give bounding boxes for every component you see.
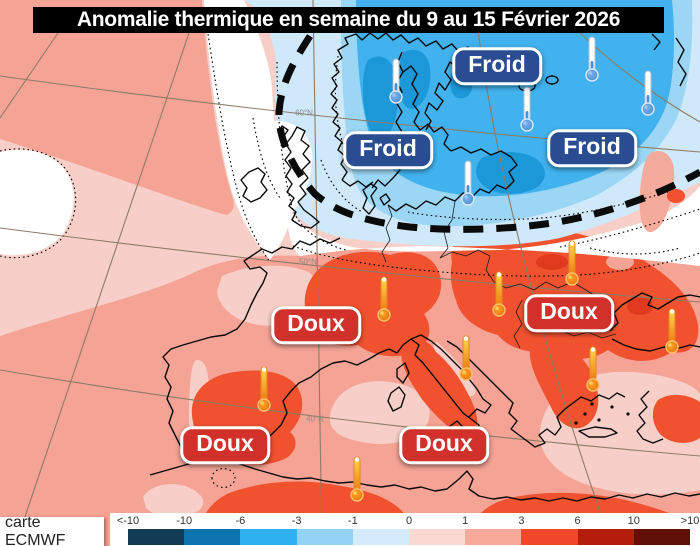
aegean-islands (574, 402, 630, 425)
map-label-froid: Froid (343, 131, 433, 169)
latitude-label: 40°N (306, 414, 324, 424)
legend-tick-label: 1 (462, 515, 469, 527)
legend-color-cell (577, 529, 634, 545)
legend-color-cell (633, 529, 690, 545)
legend-color-cell (184, 529, 241, 545)
attribution-text: carte ECMWF (5, 513, 66, 546)
cold-zone-dashed-outline (275, 34, 700, 233)
legend-color-cell (408, 529, 466, 545)
legend-color-cell (521, 529, 578, 545)
map-label-froid: Froid (547, 129, 637, 167)
legend-tick-label: -6 (235, 515, 246, 527)
map-title: Anomalie thermique en semaine du 9 au 15… (33, 7, 664, 33)
coastlines (149, 32, 700, 502)
anomaly-darkred-spots (536, 254, 653, 315)
anomaly-white-band (287, 186, 700, 266)
legend: <-10 -10 -6 -3 -1 0 1 3 6 10 >10 (110, 513, 700, 546)
attribution-badge: carte ECMWF (0, 513, 104, 546)
map-label-doux: Doux (180, 426, 270, 464)
legend-colorbar (128, 529, 690, 545)
legend-tick-label: -1 (347, 515, 358, 527)
legend-tick-label: 6 (574, 515, 581, 527)
legend-color-cell (465, 529, 522, 545)
legend-tick-label: -10 (176, 515, 193, 527)
latitude-label: 60°N (295, 108, 313, 118)
latitude-label: 50°N (299, 257, 317, 267)
legend-tick-label: 0 (405, 515, 413, 527)
legend-tick-label: -3 (291, 515, 302, 527)
legend-color-cell (296, 529, 353, 545)
legend-color-cell (240, 529, 297, 545)
legend-color-cell (352, 529, 409, 545)
legend-tick-label: 3 (518, 515, 525, 527)
legend-tick-label: >10 (680, 515, 700, 527)
map-label-doux: Doux (399, 426, 489, 464)
anomaly-salmon-nw (0, 0, 234, 215)
map-label-froid: Froid (452, 47, 542, 85)
legend-tick-label: 10 (627, 515, 640, 527)
legend-tick-label: <-10 (116, 515, 140, 527)
map-label-doux: Doux (271, 306, 361, 344)
map-label-doux: Doux (524, 294, 614, 332)
legend-color-cell (128, 529, 185, 545)
